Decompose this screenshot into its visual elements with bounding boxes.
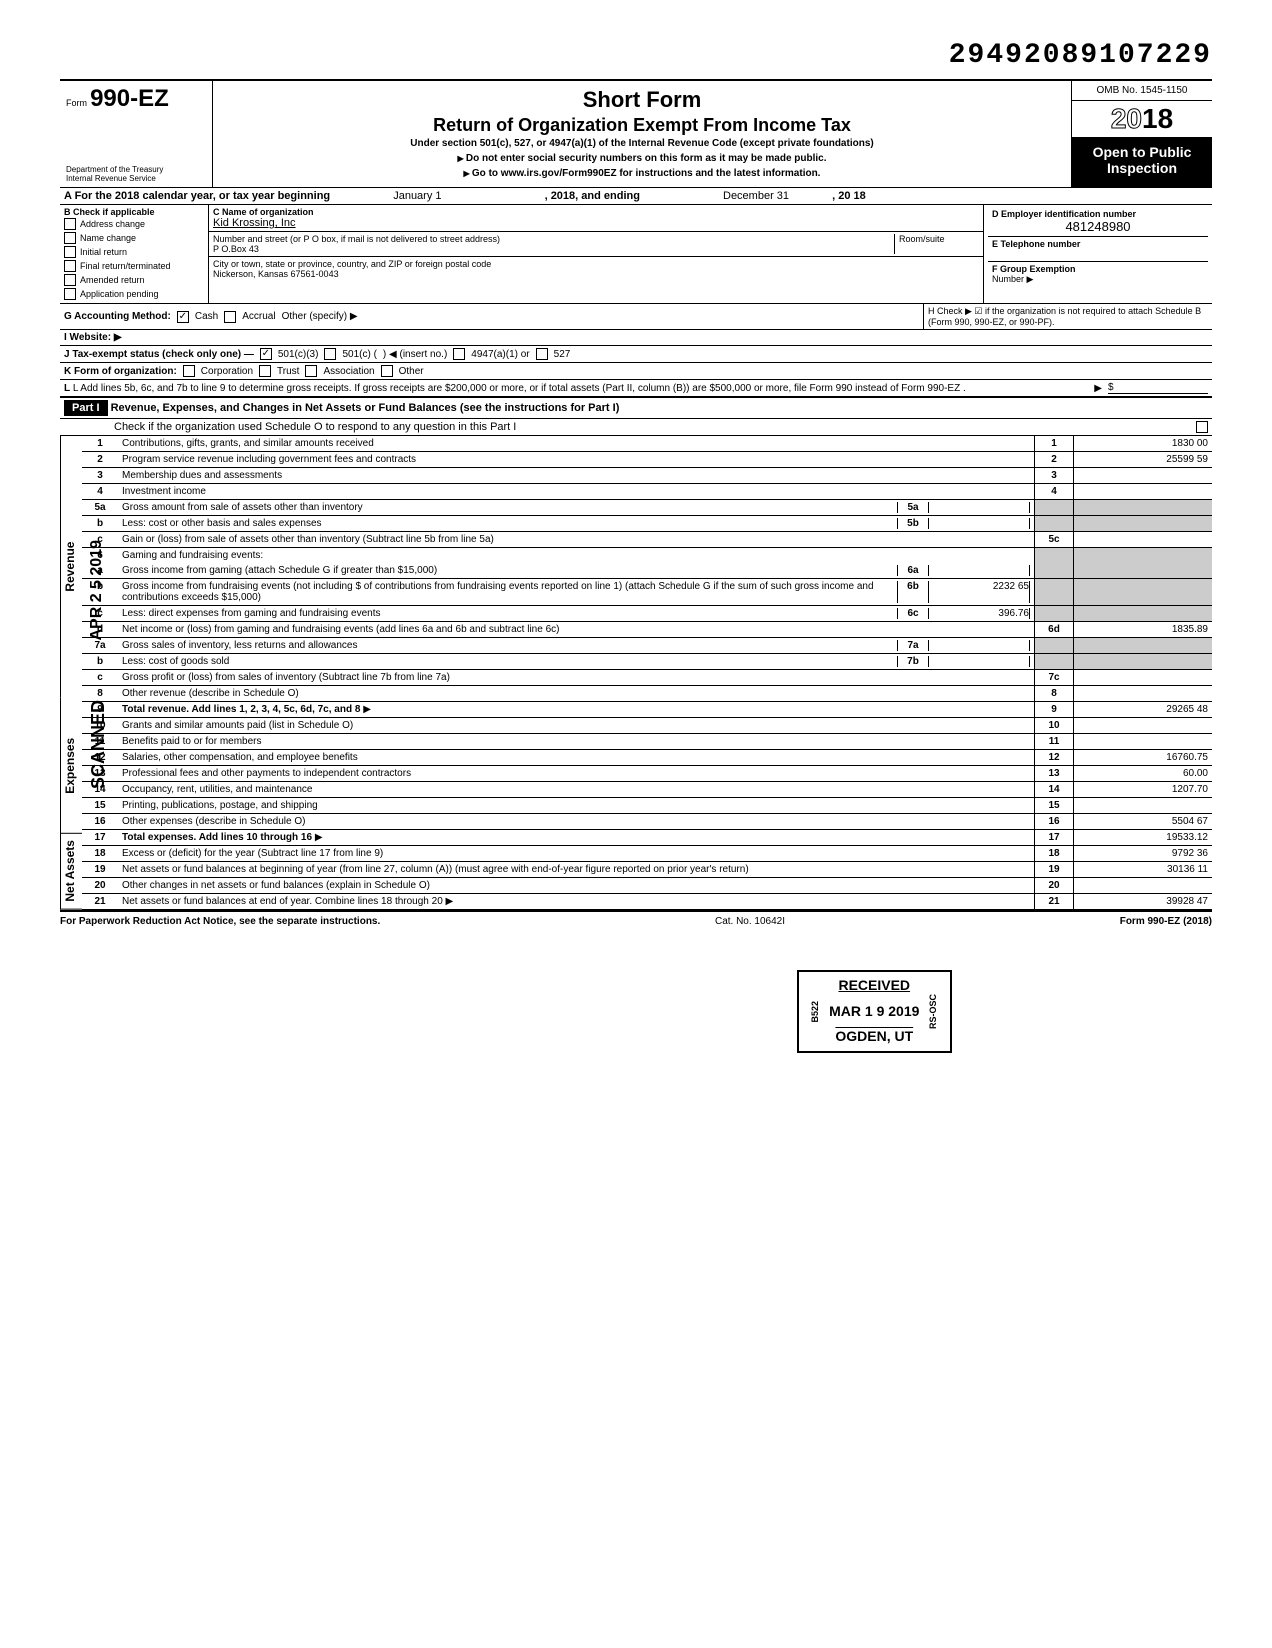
line-3: 3Membership dues and assessments3	[82, 468, 1212, 484]
line-21: 21Net assets or fund balances at end of …	[82, 894, 1212, 910]
cb-final-return[interactable]: Final return/terminated	[64, 259, 204, 273]
footer-left: For Paperwork Reduction Act Notice, see …	[60, 916, 380, 927]
instr-url: Go to www.irs.gov/Form990EZ for instruct…	[221, 168, 1063, 179]
line-9: 9Total revenue. Add lines 1, 2, 3, 4, 5c…	[82, 702, 1212, 718]
cb-address-change[interactable]: Address change	[64, 217, 204, 231]
line-l: L L Add lines 5b, 6c, and 7b to line 9 t…	[60, 380, 1212, 398]
line-a: A For the 2018 calendar year, or tax yea…	[60, 188, 1212, 205]
cb-501c3[interactable]	[260, 348, 272, 360]
line-7b: bLess: cost of goods sold7b	[82, 654, 1212, 670]
cb-name-change[interactable]: Name change	[64, 231, 204, 245]
side-expenses: Expenses	[60, 698, 82, 834]
received-stamp: B522 RECEIVED MAR 1 9 2019 OGDEN, UT RS-…	[797, 970, 952, 1053]
tax-year: 20201818	[1072, 101, 1212, 138]
cb-corp[interactable]	[183, 365, 195, 377]
addr-value: P O.Box 43	[213, 244, 894, 254]
cb-cash[interactable]	[177, 311, 189, 323]
line-18: 18Excess or (deficit) for the year (Subt…	[82, 846, 1212, 862]
cb-accrual[interactable]	[224, 311, 236, 323]
line-20: 20Other changes in net assets or fund ba…	[82, 878, 1212, 894]
cb-initial-return[interactable]: Initial return	[64, 245, 204, 259]
line-5b: bLess: cost or other basis and sales exp…	[82, 516, 1212, 532]
dept-irs: Internal Revenue Service	[66, 174, 206, 183]
line-7c: cGross profit or (loss) from sales of in…	[82, 670, 1212, 686]
form-lines-table: 1Contributions, gifts, grants, and simil…	[82, 436, 1212, 910]
line-6a: aGross income from gaming (attach Schedu…	[82, 563, 1212, 579]
form-prefix: Form	[66, 98, 87, 108]
line-7a: 7aGross sales of inventory, less returns…	[82, 638, 1212, 654]
scanned-stamp: SCANNED	[88, 700, 109, 789]
line-6b: bGross income from fundraising events (n…	[82, 579, 1212, 606]
line-1: 1Contributions, gifts, grants, and simil…	[82, 436, 1212, 452]
cb-4947[interactable]	[453, 348, 465, 360]
apr-date-stamp: APR 2 5 2019	[88, 540, 106, 641]
line-5a: 5aGross amount from sale of assets other…	[82, 500, 1212, 516]
line-11: 11Benefits paid to or for members11	[82, 734, 1212, 750]
city-label: City or town, state or province, country…	[213, 259, 979, 269]
cb-trust[interactable]	[259, 365, 271, 377]
cb-amended[interactable]: Amended return	[64, 273, 204, 287]
open-public-badge: Open to Public Inspection	[1072, 138, 1212, 187]
cb-527[interactable]	[536, 348, 548, 360]
e-label: E Telephone number	[992, 239, 1204, 249]
city-value: Nickerson, Kansas 67561-0043	[213, 269, 979, 279]
document-number: 29492089107229	[60, 40, 1212, 71]
cb-501c[interactable]	[324, 348, 336, 360]
line-14: 14Occupancy, rent, utilities, and mainte…	[82, 782, 1212, 798]
footer: For Paperwork Reduction Act Notice, see …	[60, 912, 1212, 931]
line-10: 10Grants and similar amounts paid (list …	[82, 718, 1212, 734]
line-4: 4Investment income4	[82, 484, 1212, 500]
g-label: G Accounting Method:	[64, 311, 171, 322]
f-label-2: Number ▶	[992, 274, 1204, 285]
cb-schedule-o[interactable]	[1196, 421, 1208, 433]
sections-b-through-f: B Check if applicable Address change Nam…	[60, 205, 1212, 304]
line-8: 8Other revenue (describe in Schedule O)8	[82, 686, 1212, 702]
footer-center: Cat. No. 10642I	[715, 916, 785, 927]
line-5c: cGain or (loss) from sale of assets othe…	[82, 532, 1212, 548]
line-16: 16Other expenses (describe in Schedule O…	[82, 814, 1212, 830]
line-i: I Website: ▶	[60, 330, 1212, 346]
c-label: C Name of organization	[213, 207, 979, 217]
line-6c: cLess: direct expenses from gaming and f…	[82, 606, 1212, 622]
org-name: Kid Krossing, Inc	[213, 217, 979, 229]
line-k: K Form of organization: Corporation Trus…	[60, 363, 1212, 380]
part-1-check: Check if the organization used Schedule …	[60, 419, 1212, 436]
part-1-header: Part I Revenue, Expenses, and Changes in…	[60, 398, 1212, 419]
line-13: 13Professional fees and other payments t…	[82, 766, 1212, 782]
room-suite-label: Room/suite	[894, 234, 979, 254]
line-19: 19Net assets or fund balances at beginni…	[82, 862, 1212, 878]
section-b-title: B Check if applicable	[64, 207, 204, 217]
cb-pending[interactable]: Application pending	[64, 287, 204, 301]
ein-value: 481248980	[992, 219, 1204, 234]
side-netassets: Net Assets	[60, 833, 82, 910]
cb-assoc[interactable]	[305, 365, 317, 377]
form-number: 990-EZ	[90, 85, 169, 112]
f-label: F Group Exemption	[992, 264, 1204, 274]
addr-label: Number and street (or P O box, if mail i…	[213, 234, 894, 244]
d-label: D Employer identification number	[992, 209, 1204, 219]
line-2: 2Program service revenue including gover…	[82, 452, 1212, 468]
line-6: 6Gaming and fundraising events:	[82, 548, 1212, 564]
line-h: H Check ▶ ☑ if the organization is not r…	[924, 304, 1212, 329]
cb-other[interactable]	[381, 365, 393, 377]
footer-right: Form 990-EZ (2018)	[1120, 916, 1212, 927]
title-return: Return of Organization Exempt From Incom…	[221, 115, 1063, 136]
line-17: 17Total expenses. Add lines 10 through 1…	[82, 830, 1212, 846]
dept-treasury: Department of the Treasury	[66, 165, 206, 174]
instr-ssn: Do not enter social security numbers on …	[221, 153, 1063, 164]
line-6d: dNet income or (loss) from gaming and fu…	[82, 622, 1212, 638]
line-j: J Tax-exempt status (check only one) — 5…	[60, 346, 1212, 363]
omb-number: OMB No. 1545-1150	[1072, 81, 1212, 101]
form-header: Form 990-EZ Department of the Treasury I…	[60, 79, 1212, 188]
title-short-form: Short Form	[221, 87, 1063, 113]
side-revenue: Revenue	[60, 436, 82, 698]
line-15: 15Printing, publications, postage, and s…	[82, 798, 1212, 814]
subtitle: Under section 501(c), 527, or 4947(a)(1)…	[221, 138, 1063, 149]
line-12: 12Salaries, other compensation, and empl…	[82, 750, 1212, 766]
